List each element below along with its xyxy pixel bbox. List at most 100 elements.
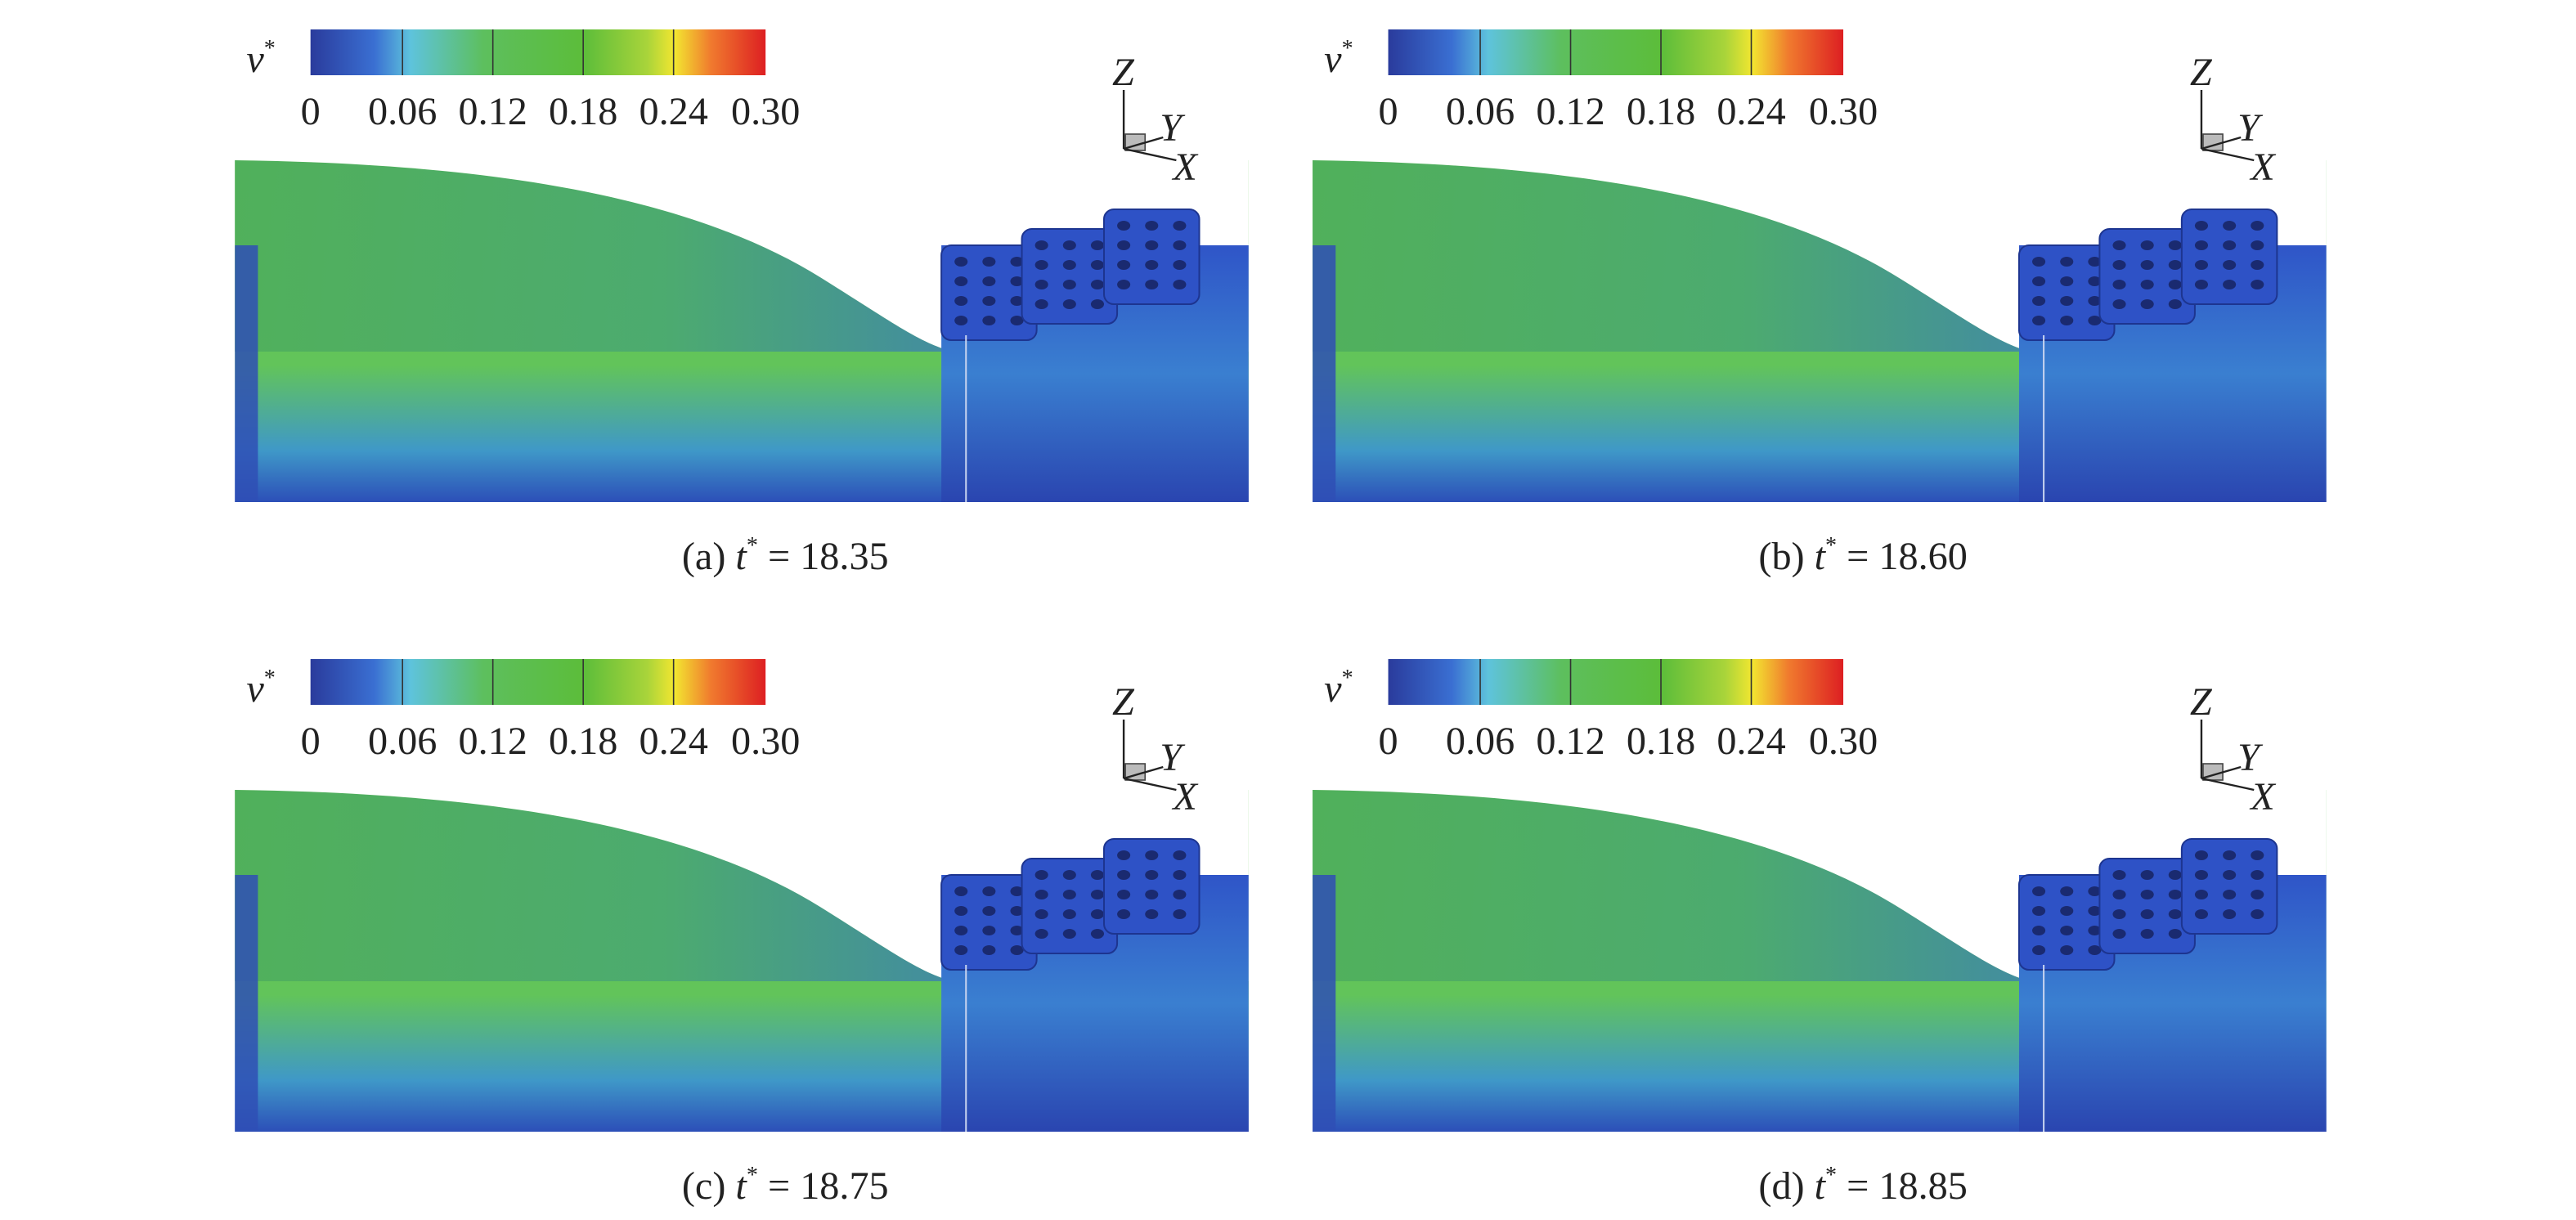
free-surface — [235, 790, 954, 981]
hole — [2223, 870, 2237, 880]
hole — [2140, 909, 2154, 919]
colorbar-tick-label: 0.24 — [1717, 720, 1785, 763]
hole — [1173, 870, 1187, 880]
colorbar — [310, 29, 766, 75]
hole — [2168, 870, 2182, 880]
colorbar-tick-label: 0.18 — [549, 720, 617, 763]
axis-label-x: X — [2249, 775, 2276, 819]
hole — [1062, 240, 1076, 250]
hole — [2251, 221, 2264, 231]
hole — [2140, 890, 2154, 899]
hole — [2223, 260, 2237, 270]
hole — [2194, 280, 2208, 289]
hole — [2194, 870, 2208, 880]
hole — [1145, 890, 1159, 899]
hole — [2032, 886, 2046, 896]
axis-label-z: Z — [1112, 680, 1135, 724]
hole — [1117, 221, 1131, 231]
hole — [2032, 257, 2046, 267]
superscript: * — [264, 666, 276, 691]
hole — [982, 926, 996, 935]
hole — [2088, 945, 2102, 955]
colorbar-tick-label: 0.18 — [1627, 90, 1695, 133]
caption-symbol: t — [735, 1164, 747, 1208]
hole — [2140, 870, 2154, 880]
colorbar — [1388, 29, 1844, 75]
hole — [1145, 850, 1159, 860]
axis-y — [1123, 136, 1164, 150]
free-surface — [1313, 790, 2031, 981]
colorbar-tick-label: 0.18 — [1627, 720, 1695, 763]
hole — [2194, 221, 2208, 231]
colorbar-tick-label: 0 — [1378, 720, 1398, 763]
hole — [2032, 276, 2046, 286]
hole — [1010, 945, 1024, 955]
hole — [1062, 929, 1076, 939]
free-surface — [235, 160, 954, 352]
hole — [1010, 886, 1024, 896]
colorbar-symbol: v* — [1324, 36, 1353, 81]
hole — [2194, 890, 2208, 899]
hole — [1117, 280, 1131, 289]
colorbar-tick-label: 0.12 — [1536, 90, 1604, 133]
hole — [2140, 260, 2154, 270]
hole — [2194, 909, 2208, 919]
caption-symbol: t — [1815, 535, 1827, 578]
hole — [1117, 890, 1131, 899]
hole — [2060, 296, 2074, 306]
hole — [2140, 280, 2154, 289]
hole — [2251, 890, 2264, 899]
symbol: v — [1324, 667, 1342, 711]
hole — [1145, 260, 1159, 270]
symbol: v — [1324, 38, 1342, 81]
hole — [2168, 929, 2182, 939]
flow-field-image — [1313, 790, 2327, 1132]
colorbar-tick-label: 0.12 — [458, 90, 527, 133]
left-post — [235, 245, 258, 502]
flow-field-image — [235, 160, 1249, 502]
cylinder — [2180, 838, 2278, 935]
colorbar-tick-label: 0.24 — [639, 90, 707, 133]
caption-superscript: * — [1825, 533, 1837, 558]
cylinder — [2180, 209, 2278, 305]
hole — [1090, 240, 1104, 250]
hole — [1090, 929, 1104, 939]
hole — [2168, 909, 2182, 919]
hole — [1090, 890, 1104, 899]
hole — [2088, 906, 2102, 916]
left-post — [1313, 875, 1336, 1132]
left-post — [235, 875, 258, 1132]
hole — [1173, 280, 1187, 289]
superscript: * — [264, 36, 276, 61]
hole — [954, 906, 968, 916]
hole — [1034, 870, 1048, 880]
colorbar-tick-label: 0.30 — [731, 720, 800, 763]
hole — [982, 257, 996, 267]
caption-superscript: * — [747, 533, 758, 558]
axis-label-y: Y — [1160, 736, 1186, 779]
hole — [2088, 276, 2102, 286]
left-post — [1313, 245, 1336, 502]
hole — [2223, 221, 2237, 231]
hole — [1034, 299, 1048, 309]
colorbar-tick-label: 0.30 — [731, 90, 800, 133]
hole — [2140, 929, 2154, 939]
panel: 0 0.06 0.12 0.18 0.24 0.30v*ZYX(a) t* = 18.35 — [235, 29, 1249, 578]
hole — [2032, 316, 2046, 325]
caption-label: (a) — [682, 535, 726, 578]
hole — [2032, 906, 2046, 916]
caption-value: = 18.35 — [768, 535, 889, 578]
hole — [1034, 240, 1048, 250]
hole — [982, 945, 996, 955]
hole — [1173, 240, 1187, 250]
hole — [954, 296, 968, 306]
caption-symbol: t — [735, 535, 747, 578]
caption: (a) t* = 18.35 — [682, 533, 889, 578]
hole — [1090, 870, 1104, 880]
hole — [2088, 296, 2102, 306]
hole — [2032, 926, 2046, 935]
hole — [1034, 260, 1048, 270]
hole — [2194, 240, 2208, 250]
hole — [2060, 926, 2074, 935]
